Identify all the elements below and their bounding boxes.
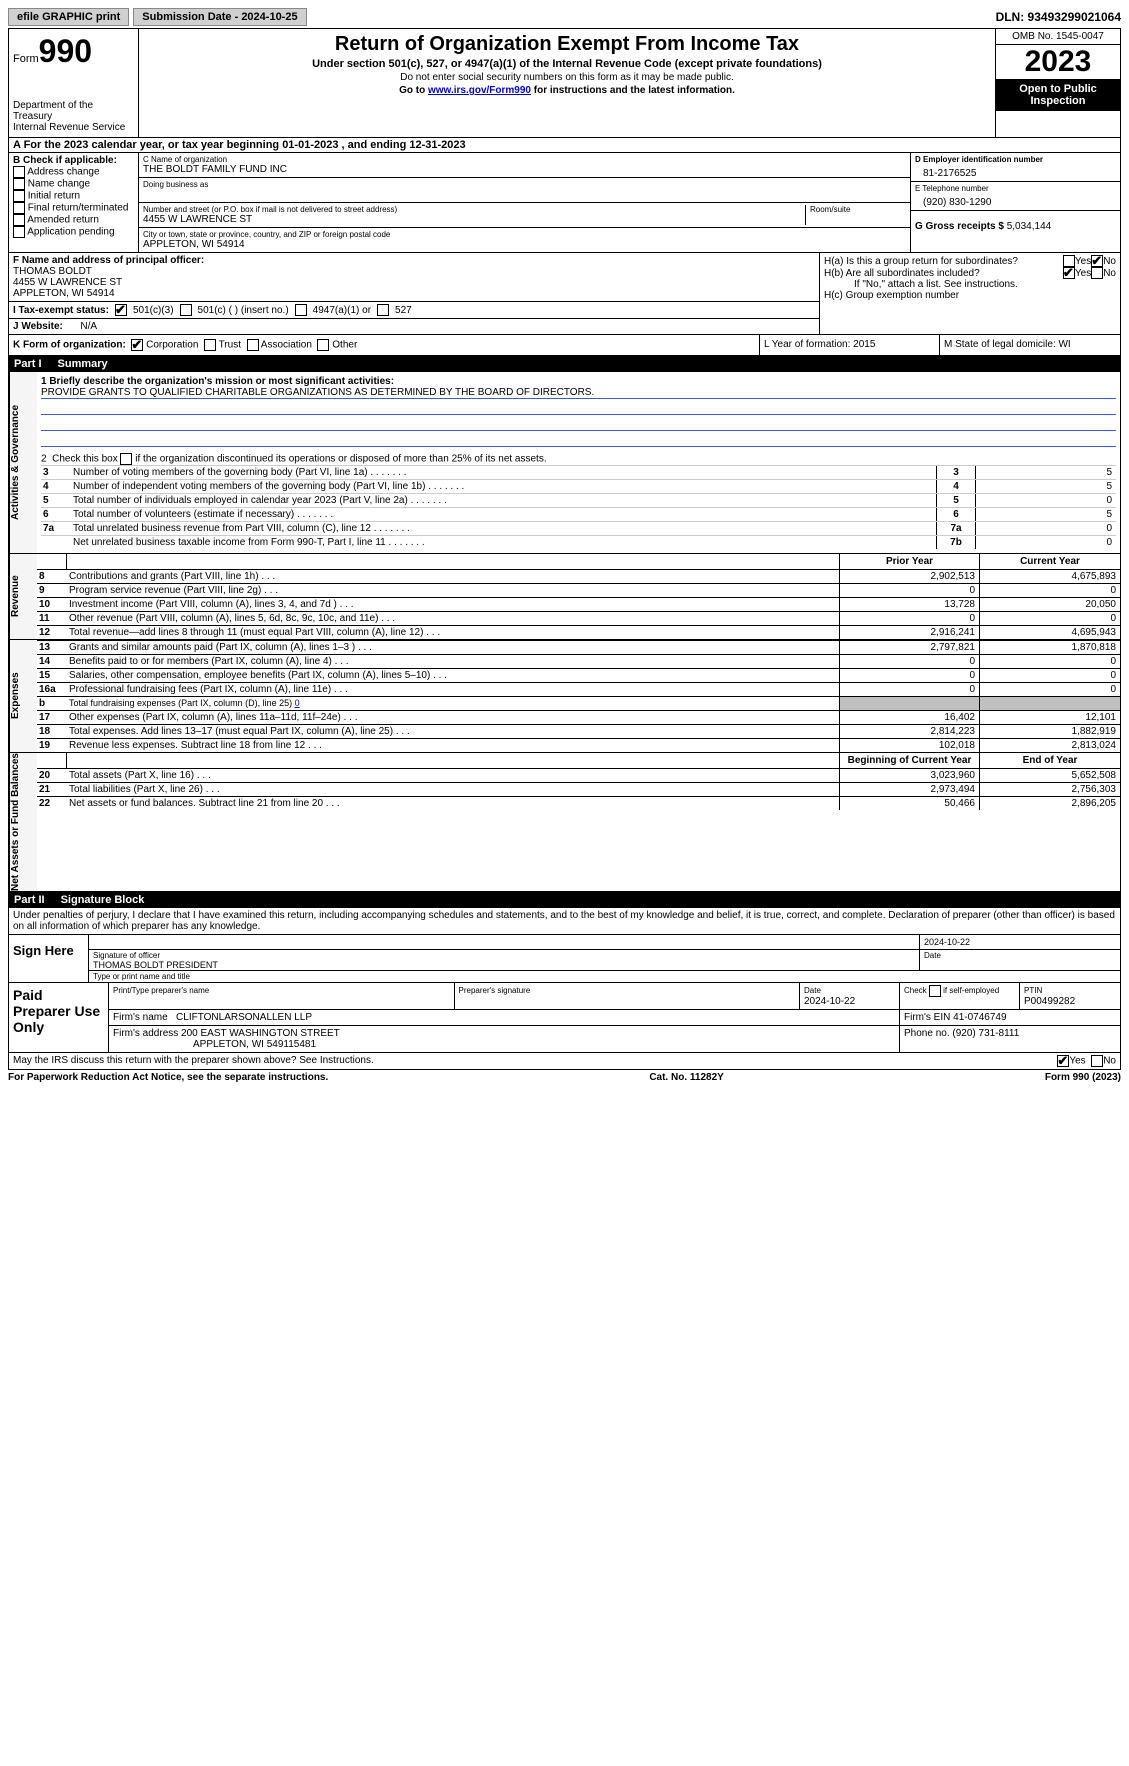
- footer: For Paperwork Reduction Act Notice, see …: [8, 1070, 1121, 1083]
- submission-button[interactable]: Submission Date - 2024-10-25: [133, 8, 306, 26]
- cb-final-return[interactable]: [13, 202, 25, 214]
- box-b: B Check if applicable: Address change Na…: [9, 153, 139, 252]
- efile-button[interactable]: efile GRAPHIC print: [8, 8, 129, 26]
- sig-declaration: Under penalties of perjury, I declare th…: [8, 908, 1121, 935]
- irs-label: Internal Revenue Service: [13, 122, 134, 133]
- box-k: K Form of organization: Corporation Trus…: [9, 335, 760, 355]
- phone: (920) 830-1290: [915, 193, 1116, 208]
- block-klm: K Form of organization: Corporation Trus…: [8, 335, 1121, 356]
- cb-discuss-yes[interactable]: [1057, 1055, 1069, 1067]
- section-a: A For the 2023 calendar year, or tax yea…: [8, 138, 1121, 153]
- line2: 2 Check this box if the organization dis…: [41, 453, 1116, 465]
- cb-527[interactable]: [377, 304, 389, 316]
- cb-address-change[interactable]: [13, 166, 25, 178]
- discuss-row: May the IRS discuss this return with the…: [8, 1053, 1121, 1070]
- cb-amended[interactable]: [13, 214, 25, 226]
- dln: DLN: 93493299021064: [996, 10, 1121, 24]
- cb-hb-no[interactable]: [1091, 267, 1103, 279]
- paid-preparer-block: Paid Preparer Use Only Print/Type prepar…: [8, 983, 1121, 1053]
- cb-initial-return[interactable]: [13, 190, 25, 202]
- cb-501c3[interactable]: [115, 304, 127, 316]
- dept-treasury: Department of the Treasury: [13, 100, 134, 122]
- open-public: Open to Public Inspection: [996, 79, 1120, 111]
- firm-addr1: 200 EAST WASHINGTON STREET: [181, 1028, 340, 1039]
- cb-name-change[interactable]: [13, 178, 25, 190]
- cb-self-employed[interactable]: [929, 985, 941, 997]
- sig-date: 2024-10-22: [920, 935, 1120, 949]
- box-m: M State of legal domicile: WI: [940, 335, 1120, 355]
- part1-header: Part ISummary: [8, 356, 1121, 372]
- prep-date: 2024-10-22: [804, 996, 855, 1007]
- form-header: Form990 Department of the Treasury Inter…: [8, 28, 1121, 138]
- cb-corp[interactable]: [131, 339, 143, 351]
- prep-label: Paid Preparer Use Only: [9, 983, 109, 1052]
- box-l: L Year of formation: 2015: [760, 335, 940, 355]
- block-bcde: B Check if applicable: Address change Na…: [8, 153, 1121, 253]
- cb-discontinued[interactable]: [120, 453, 132, 465]
- cb-app-pending[interactable]: [13, 226, 25, 238]
- cb-trust[interactable]: [204, 339, 216, 351]
- org-address: 4455 W LAWRENCE ST: [143, 214, 805, 225]
- part2-header: Part IISignature Block: [8, 892, 1121, 908]
- form-number: Form990: [13, 33, 134, 70]
- gross-receipts: 5,034,144: [1007, 221, 1052, 232]
- irs-link[interactable]: www.irs.gov/Form990: [428, 85, 531, 96]
- org-name: THE BOLDT FAMILY FUND INC: [143, 164, 906, 175]
- cb-assoc[interactable]: [247, 339, 259, 351]
- officer-sig-name: THOMAS BOLDT PRESIDENT: [93, 960, 218, 970]
- cb-hb-yes[interactable]: [1063, 267, 1075, 279]
- vlabel-governance: Activities & Governance: [9, 372, 37, 553]
- box-c: C Name of organization THE BOLDT FAMILY …: [139, 153, 910, 252]
- box-de: D Employer identification number 81-2176…: [910, 153, 1120, 252]
- box-h: H(a) Is this a group return for subordin…: [820, 253, 1120, 334]
- cb-501c[interactable]: [180, 304, 192, 316]
- tax-year: 2023: [996, 45, 1120, 79]
- form-title: Return of Organization Exempt From Incom…: [147, 33, 987, 56]
- top-bar: efile GRAPHIC print Submission Date - 20…: [8, 8, 1121, 26]
- firm-ein: 41-0746749: [953, 1012, 1006, 1023]
- firm-name: CLIFTONLARSONALLEN LLP: [176, 1012, 312, 1023]
- ssn-note: Do not enter social security numbers on …: [147, 72, 987, 83]
- sign-here-block: Sign Here 2024-10-22 Signature of office…: [8, 935, 1121, 983]
- cb-discuss-no[interactable]: [1091, 1055, 1103, 1067]
- cb-4947[interactable]: [295, 304, 307, 316]
- officer-name: THOMAS BOLDT: [13, 266, 815, 277]
- mission-label: 1 Briefly describe the organization's mi…: [41, 376, 1116, 387]
- firm-addr2: APPLETON, WI 549115481: [113, 1039, 316, 1050]
- cb-ha-no[interactable]: [1091, 255, 1103, 267]
- mission-text: PROVIDE GRANTS TO QUALIFIED CHARITABLE O…: [41, 387, 1116, 399]
- box-j: J Website: N/A: [9, 319, 819, 334]
- goto-note: Go to www.irs.gov/Form990 for instructio…: [147, 85, 987, 96]
- summary-mission-block: Activities & Governance 1 Briefly descri…: [8, 372, 1121, 554]
- firm-phone: (920) 731-8111: [952, 1028, 1019, 1039]
- org-city: APPLETON, WI 54914: [143, 239, 906, 250]
- ein: 81-2176525: [915, 164, 1116, 179]
- ptin: P00499282: [1024, 996, 1075, 1007]
- form-subtitle: Under section 501(c), 527, or 4947(a)(1)…: [147, 58, 987, 70]
- sign-here-label: Sign Here: [9, 935, 89, 982]
- cb-other[interactable]: [317, 339, 329, 351]
- omb-number: OMB No. 1545-0047: [996, 29, 1120, 45]
- block-fgh: F Name and address of principal officer:…: [8, 253, 1121, 335]
- box-i: I Tax-exempt status: 501(c)(3) 501(c) ( …: [9, 302, 819, 319]
